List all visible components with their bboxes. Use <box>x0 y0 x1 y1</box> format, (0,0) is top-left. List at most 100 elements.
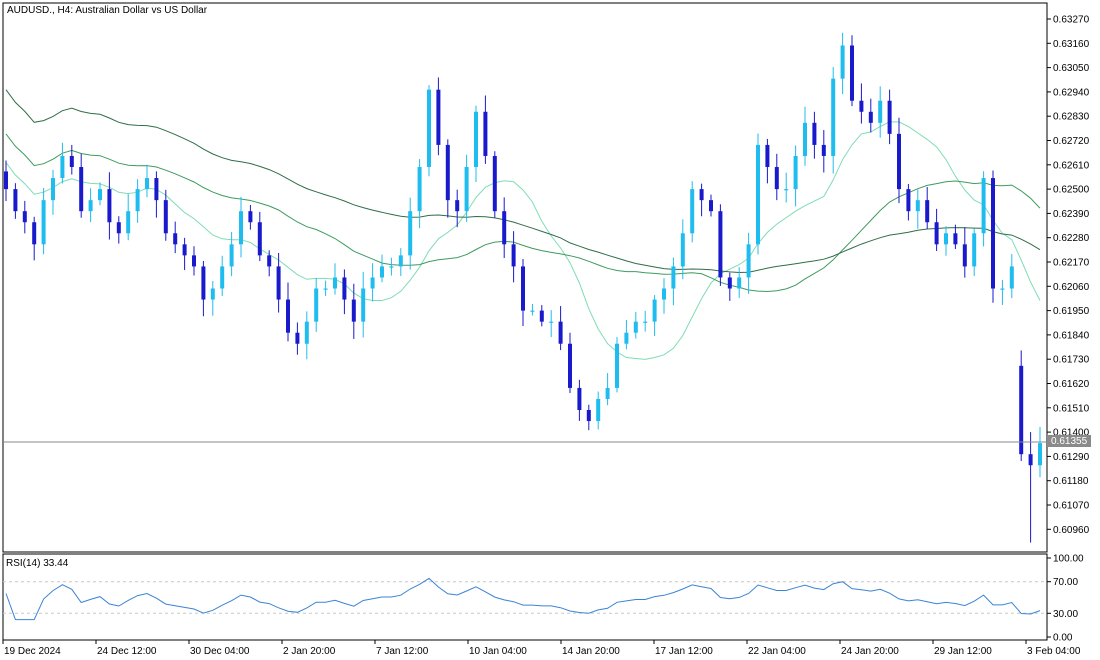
time-tick-label: 7 Jan 12:00 <box>376 646 429 657</box>
candle-body <box>812 122 817 145</box>
price-tick-label: 0.61620 <box>1053 379 1090 390</box>
moving-averages <box>5 89 1041 360</box>
candle-body <box>1009 266 1014 289</box>
rsi-tick-label: 30.00 <box>1053 609 1078 620</box>
price-tick-label: 0.62940 <box>1053 87 1090 98</box>
candle-body <box>784 189 789 191</box>
time-tick-label: 14 Jan 20:00 <box>562 646 620 657</box>
price-tick-label: 0.62830 <box>1053 112 1090 123</box>
candle-body <box>906 189 911 212</box>
candle-body <box>351 299 356 322</box>
time-tick-label: 29 Jan 12:00 <box>934 646 992 657</box>
candle-body <box>887 100 892 134</box>
price-tick-label: 0.61070 <box>1053 501 1090 512</box>
time-tick-label: 19 Dec 2024 <box>4 646 61 657</box>
candle-body <box>859 100 864 112</box>
candle-body <box>774 167 779 190</box>
candle-body <box>615 343 619 388</box>
candle-body <box>107 189 112 223</box>
candle-body <box>502 211 507 245</box>
candle-body <box>201 266 206 300</box>
candle-body <box>304 321 309 344</box>
candle-body <box>69 155 74 168</box>
candle-body <box>145 178 149 190</box>
time-tick-label: 10 Jan 04:00 <box>469 646 527 657</box>
candle-body <box>925 200 930 223</box>
price-tick-label: 0.61290 <box>1053 452 1090 463</box>
candle-body <box>577 387 582 411</box>
candle-body <box>972 233 977 267</box>
ma-fast-line <box>5 121 1041 360</box>
candle-body <box>257 222 262 256</box>
candle-body <box>934 222 939 245</box>
candle-body <box>192 255 196 267</box>
time-tick-label: 30 Dec 04:00 <box>190 646 250 657</box>
candle-body <box>248 211 253 223</box>
candle-body <box>417 167 422 212</box>
candle-body <box>492 155 497 212</box>
price-tick-label: 0.61950 <box>1053 306 1090 317</box>
rsi-tick-label: 70.00 <box>1053 577 1078 588</box>
candle-body <box>718 211 723 278</box>
candle-body <box>1028 454 1033 466</box>
candle-body <box>173 233 178 245</box>
candle-body <box>342 277 347 300</box>
candle-body <box>709 200 713 212</box>
candle-body <box>1038 443 1042 466</box>
candle-body <box>1019 365 1024 455</box>
candle-body <box>210 288 215 300</box>
rsi-tick-label: 0.00 <box>1053 633 1073 644</box>
candle-body <box>690 189 695 234</box>
price-tick-label: 0.61180 <box>1053 476 1089 487</box>
candle-body <box>521 266 525 311</box>
candle-body <box>671 266 676 289</box>
price-tick-label: 0.62720 <box>1053 136 1090 147</box>
candle-body <box>323 288 328 290</box>
candle-body <box>474 111 478 168</box>
candle-body <box>840 45 845 79</box>
rsi-label: RSI(14) 33.44 <box>6 558 69 569</box>
candlesticks <box>4 32 1042 543</box>
candle-body <box>182 244 187 256</box>
candle-body <box>370 277 375 289</box>
candle-body <box>652 299 657 322</box>
price-tick-label: 0.62500 <box>1053 185 1090 196</box>
candle-body <box>831 78 836 156</box>
time-tick-label: 17 Jan 12:00 <box>655 646 713 657</box>
price-tick-label: 0.63270 <box>1053 15 1090 26</box>
candle-body <box>135 189 140 212</box>
candle-body <box>605 387 610 399</box>
price-axis: 0.63270 0.63160 0.63050 0.62940 0.62830 0.627… <box>1047 15 1090 536</box>
ma-mid-line <box>5 133 1041 293</box>
candle-body <box>163 200 168 234</box>
candle-body <box>41 200 46 245</box>
candle-body <box>51 178 55 201</box>
price-tick-label: 0.61400 <box>1053 428 1090 439</box>
candle-body <box>116 222 121 234</box>
time-tick-label: 24 Dec 12:00 <box>97 646 157 657</box>
candle-body <box>953 233 958 245</box>
candle-body <box>220 266 225 289</box>
candle-body <box>154 178 159 201</box>
rsi-axis: 100.00 70.00 30.00 0.00 <box>1047 554 1084 644</box>
price-tick-label: 0.63050 <box>1053 63 1090 74</box>
price-tick-label: 0.63160 <box>1053 39 1090 50</box>
candle-body <box>539 310 544 322</box>
rsi-tick-label: 100.00 <box>1053 554 1084 565</box>
candle-body <box>821 144 826 156</box>
candle-body <box>314 288 319 322</box>
chart-title: AUDUSD., H4: Australian Dollar vs US Dol… <box>7 5 208 16</box>
candle-body <box>239 211 243 245</box>
candle-body <box>79 167 84 212</box>
price-tick-label: 0.61840 <box>1053 330 1090 341</box>
candle-body <box>229 244 234 267</box>
candle-body <box>727 277 732 289</box>
candle-body <box>915 200 920 212</box>
time-axis: 19 Dec 2024 24 Dec 12:00 30 Dec 04:00 2 Jan… <box>2 640 1081 657</box>
candle-body <box>389 266 394 268</box>
candle-body <box>680 233 685 267</box>
candle-body <box>60 155 65 179</box>
candle-body <box>455 200 460 212</box>
candle-body <box>765 144 770 168</box>
